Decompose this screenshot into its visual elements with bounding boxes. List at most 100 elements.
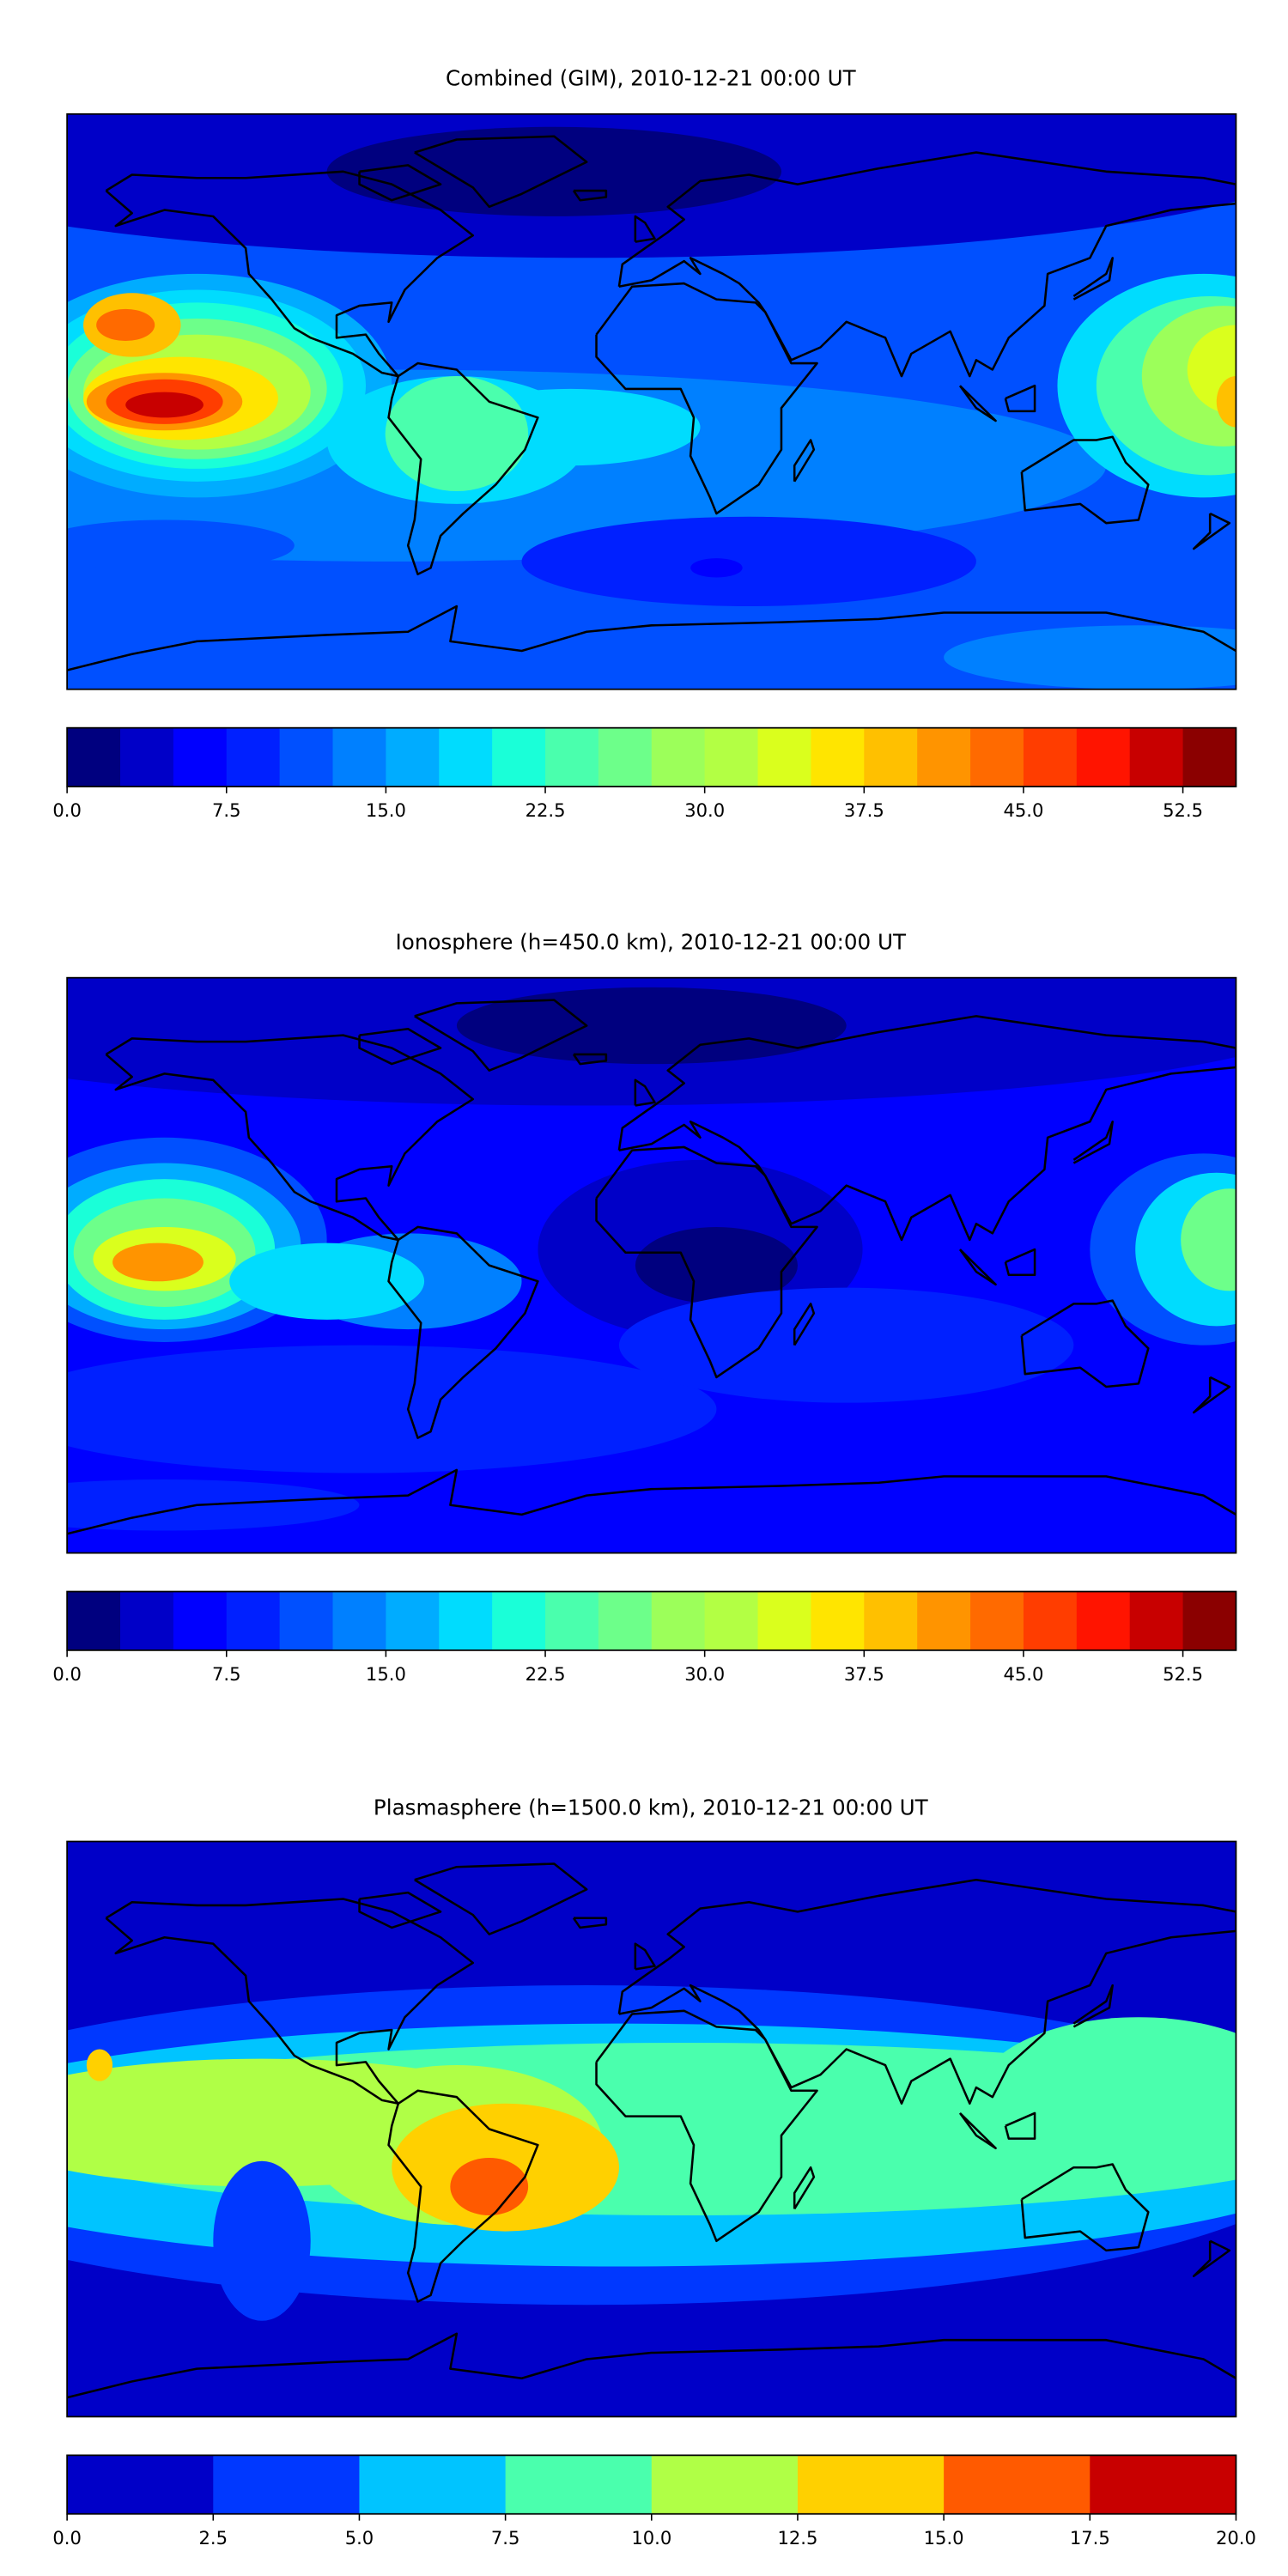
map-frame	[66, 976, 1237, 1554]
colorbar-tick-label: 12.5	[777, 2527, 817, 2549]
coastline	[958, 1249, 997, 1286]
colorbar-swatch	[811, 1591, 865, 1650]
coastline	[1020, 435, 1150, 525]
colorbar-swatch	[279, 1591, 334, 1650]
contour-region	[975, 2017, 1236, 2178]
coastline	[414, 999, 588, 1072]
colorbar-swatch	[1023, 1591, 1078, 1650]
contour-region	[385, 375, 529, 491]
colorbar-swatch	[970, 727, 1024, 787]
panel-1-colorbar: 0.0 7.5 15.0 22.5 30.0 37.5 45.0 52.5	[52, 726, 1237, 821]
colorbar-swatch	[492, 727, 546, 787]
contour-region	[326, 126, 782, 216]
colorbar-swatch	[757, 727, 812, 787]
colorbar-swatch	[864, 727, 918, 787]
coastline	[634, 1942, 656, 1971]
coastline	[634, 215, 656, 243]
colorbar-tick-label: 7.5	[212, 799, 241, 821]
colorbar-tick-label: 0.0	[52, 2527, 82, 2549]
colorbar-tick-label: 5.0	[345, 2527, 374, 2549]
colorbar-swatch	[120, 727, 174, 787]
colorbar-swatch	[598, 727, 653, 787]
coastline	[358, 164, 442, 202]
coastline	[1192, 2239, 1231, 2278]
coastline	[1072, 1120, 1114, 1164]
coastline	[793, 1303, 816, 1346]
colorbar-swatch	[173, 1591, 228, 1650]
coastline	[387, 2089, 539, 2303]
contour-region	[456, 987, 847, 1065]
colorbar-swatch	[386, 727, 440, 787]
colorbar-swatch	[226, 1591, 281, 1650]
contour-region	[1216, 376, 1236, 428]
colorbar-tick-label: 10.0	[631, 2527, 671, 2549]
colorbar-tick-label: 30.0	[684, 799, 725, 821]
panel-3-map	[66, 1840, 1237, 2418]
coastlines	[67, 1862, 1236, 2399]
coastline	[105, 170, 475, 378]
colorbar-swatch	[1129, 727, 1184, 787]
colorbar-tick-label: 20.0	[1216, 2527, 1256, 2549]
panel-2-colorbar: 0.0 7.5 15.0 22.5 30.0 37.5 45.0 52.5	[52, 1590, 1237, 1685]
panel-1-map	[66, 112, 1237, 690]
coastline	[67, 1468, 1236, 1535]
colorbar-tick-label: 15.0	[366, 799, 406, 821]
colorbar-swatch	[1090, 2455, 1237, 2514]
colorbar-tick-label: 7.5	[212, 1663, 241, 1685]
coastline	[67, 2332, 1236, 2399]
colorbar-swatch	[173, 727, 228, 787]
coastline	[595, 2009, 818, 2243]
contour-region	[86, 2049, 113, 2081]
colorbar-tick-label: 30.0	[684, 1663, 725, 1685]
contour-region	[67, 519, 295, 572]
panel-3-title: Plasmasphere (h=1500.0 km), 2010-12-21 0…	[374, 1795, 929, 1820]
colorbar-swatch	[359, 2455, 507, 2514]
colorbar-swatch	[651, 727, 706, 787]
coastline	[572, 1053, 608, 1066]
colorbar-swatch	[1076, 1591, 1131, 1650]
coastline	[595, 282, 818, 515]
colorbar-tick-label: 2.5	[199, 2527, 228, 2549]
colorbar-swatch	[797, 2455, 945, 2514]
contour-region	[635, 1226, 798, 1304]
colorbar-swatch	[279, 727, 334, 787]
colorbar-tick-label: 37.5	[844, 1663, 884, 1685]
panel-2-title: Ionosphere (h=450.0 km), 2010-12-21 00:0…	[396, 929, 907, 954]
coastline	[105, 1034, 475, 1242]
contour-field	[67, 1841, 1236, 2417]
coastline	[1072, 257, 1114, 301]
colorbar-swatch	[67, 727, 121, 787]
colorbar-swatch	[1023, 727, 1078, 787]
colorbar-tick-label: 15.0	[366, 1663, 406, 1685]
coastline	[595, 1145, 818, 1379]
contour-region	[213, 2160, 311, 2321]
colorbar-swatch	[332, 1591, 386, 1650]
contour-region	[96, 308, 155, 342]
contour-region	[450, 2157, 529, 2215]
coastline	[387, 361, 539, 576]
colorbar-swatch	[492, 1591, 546, 1650]
coastline	[617, 1015, 1236, 1242]
colorbar-swatch	[970, 1591, 1024, 1650]
map-frame	[66, 112, 1237, 690]
coastline	[793, 439, 816, 483]
colorbar-swatch	[864, 1591, 918, 1650]
coastline	[958, 2112, 997, 2150]
colorbar-tick-label: 22.5	[526, 1663, 566, 1685]
colorbar-swatch	[545, 727, 599, 787]
contour-region	[112, 1242, 204, 1282]
colorbar-tick-label: 52.5	[1163, 1663, 1203, 1685]
coastline	[572, 189, 608, 202]
contour-region	[944, 625, 1236, 690]
colorbar-tick-label: 52.5	[1163, 799, 1203, 821]
coastline	[1192, 512, 1231, 550]
panel-3-colorbar: 0.0 2.5 5.0 7.5 10.0 12.5 15.0 17.5 20.0	[52, 2454, 1256, 2549]
colorbar-swatch	[598, 1591, 653, 1650]
colorbar-frame	[66, 726, 1237, 787]
colorbar-swatch	[944, 2455, 1091, 2514]
colorbar-tick-label: 22.5	[526, 799, 566, 821]
coastline	[617, 151, 1236, 378]
coastline	[793, 2166, 816, 2210]
coastline	[1004, 1248, 1036, 1277]
